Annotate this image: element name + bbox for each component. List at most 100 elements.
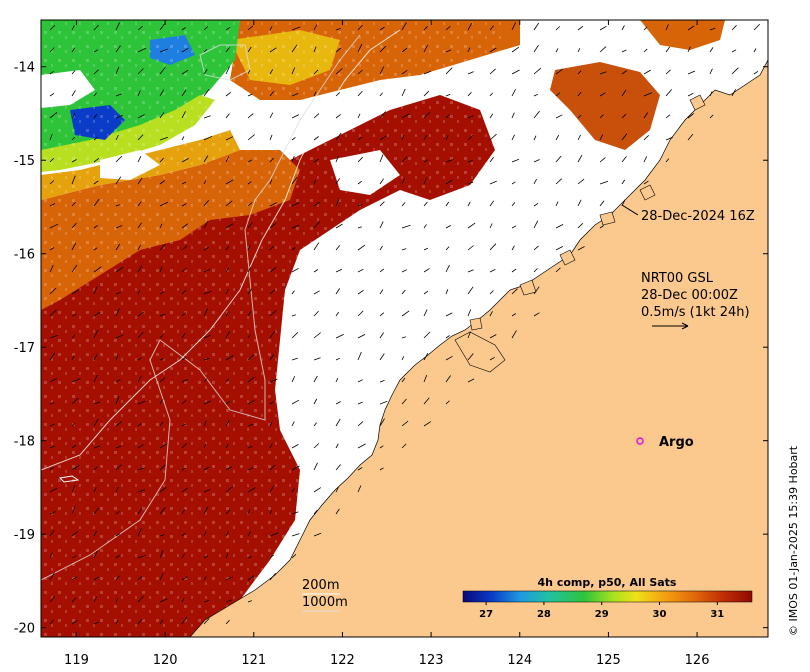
current-vector [379,66,385,75]
current-vector [335,198,340,207]
current-vector [467,269,474,273]
current-vector [291,488,295,493]
current-vector [49,596,56,603]
current-vector [269,353,275,361]
current-vector [467,159,473,163]
current-vector [621,25,625,31]
current-vector [291,399,300,405]
current-vector [753,48,757,53]
current-vector [247,531,252,537]
current-vector [93,354,98,361]
sst-warm-east [550,62,660,150]
current-vector [269,245,274,251]
contour-small [58,475,80,483]
current-vector [203,378,208,383]
current-vector [357,244,366,251]
current-vector [49,551,53,559]
current-vector [159,291,164,295]
current-vector [665,114,671,119]
current-vector [687,25,695,31]
current-vector [643,156,648,163]
current-vector [225,576,233,581]
current-vector [159,357,165,361]
current-vector [269,134,273,141]
y-tick-label: -18 [14,435,35,450]
current-vector [137,134,144,141]
current-vector [335,443,339,449]
current-vector [49,423,55,427]
x-tick-label: 123 [419,653,444,668]
current-vector [159,243,167,251]
current-vector [115,334,124,339]
current-vector [269,47,277,53]
current-vector [137,489,146,493]
current-vector [687,46,691,53]
current-vector [731,49,737,53]
current-vector [357,467,363,471]
current-vector [313,422,317,427]
current-vector [225,179,234,185]
current-vector [313,69,319,75]
current-vector [357,289,364,295]
current-vector [467,201,471,207]
current-vector [313,290,320,295]
current-vector [555,267,561,273]
current-vector [357,443,366,449]
current-vector [203,135,213,141]
current-vector [379,111,386,119]
current-vector [181,136,185,141]
current-vector [181,223,189,229]
current-vector [247,113,254,119]
current-vector [511,22,517,31]
current-vector [423,268,430,273]
current-vector [555,92,561,97]
current-vector [203,357,210,361]
current-vector [49,287,57,295]
current-vector [137,68,144,75]
current-vector [247,354,255,361]
current-vector [291,376,296,383]
argo-marker[interactable] [636,437,644,445]
current-vector [203,268,211,273]
current-vector [159,421,164,427]
current-vector [291,93,299,97]
y-tick-label: -19 [14,528,35,543]
current-vector [71,531,79,537]
current-vector [709,68,713,75]
current-vector [313,310,319,317]
current-vector [423,44,429,53]
current-vector [577,154,583,163]
current-vector [357,268,364,273]
current-vector [269,464,276,471]
current-vector [467,115,474,119]
current-vector [203,506,209,515]
current-vector [247,267,251,273]
current-vector [621,179,626,185]
current-vector [379,418,385,427]
map-layers [41,20,768,637]
current-vector [599,225,604,229]
current-vector [709,27,716,31]
current-vector [533,202,539,207]
current-vector [687,70,696,75]
current-vector [93,550,98,559]
current-vector [313,462,318,471]
current-vector [577,178,585,185]
current-vector [137,422,142,427]
current-vector [159,550,164,559]
current-vector [423,290,429,295]
current-vector [357,421,364,427]
current-vector [313,532,322,537]
current-vector [203,531,207,537]
current-vector [93,330,99,339]
current-vector [335,418,341,427]
current-vector [357,379,363,383]
current-vector [225,246,230,251]
current-vector [687,133,694,141]
current-vector [115,619,119,625]
current-vector [115,575,120,581]
current-vector [291,114,300,119]
current-vector [181,289,187,295]
current-vector [445,264,450,273]
current-vector [313,332,321,339]
